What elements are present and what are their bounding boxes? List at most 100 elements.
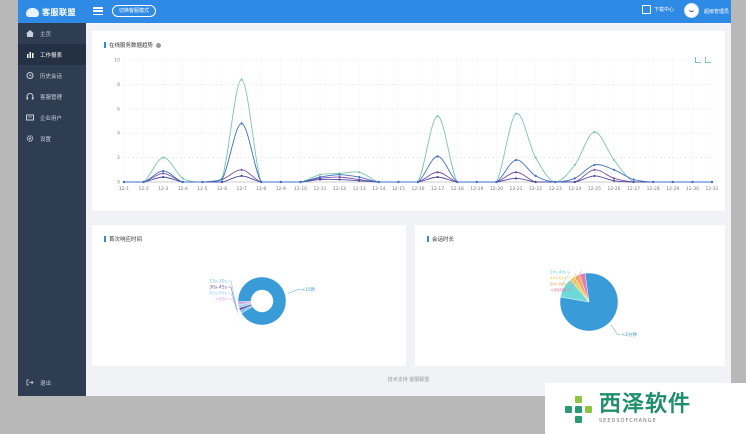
x-tick-label: 12-23: [549, 186, 562, 192]
y-tick-label: 2: [117, 155, 120, 161]
watermark-subtext: SEEDSOFCHANGE: [599, 417, 657, 424]
sidebar-item-label: 企业用户: [40, 115, 63, 122]
data-point: [534, 174, 537, 177]
data-point: [534, 180, 537, 184]
avatar[interactable]: [684, 3, 699, 18]
x-tick-label: 12-12: [333, 186, 346, 192]
x-tick-label: 12-25: [588, 186, 601, 192]
bar-chart-icon: [27, 52, 34, 58]
sidebar-item-settings[interactable]: 设置: [18, 128, 86, 149]
data-point: [162, 169, 165, 173]
user-name[interactable]: 超级管理员: [704, 9, 730, 15]
x-tick-label: 12-30: [686, 186, 699, 192]
data-point: [534, 156, 537, 159]
data-point: [142, 180, 145, 184]
x-tick-label: 12-27: [627, 186, 640, 192]
data-point: [220, 178, 224, 181]
data-point: [475, 180, 478, 184]
data-point: [514, 112, 518, 115]
data-point: [181, 180, 184, 184]
y-tick-label: 8: [117, 82, 120, 88]
first-response-card: 首次响应时间 <15秒 15s-30s 30s-45s 45s-60s >60s: [92, 225, 406, 366]
label-leader: [287, 289, 301, 294]
data-point: [632, 180, 635, 184]
label-leader: [228, 280, 239, 314]
x-tick-label: 12-14: [372, 186, 385, 192]
data-point: [318, 173, 322, 176]
x-tick-label: 12-18: [451, 186, 464, 192]
menu-toggle-icon[interactable]: [93, 6, 103, 16]
data-point: [612, 158, 616, 162]
cloud-logo-icon: [26, 7, 39, 17]
data-point: [240, 122, 243, 125]
home-icon: [26, 30, 34, 37]
info-icon[interactable]: [156, 42, 162, 48]
sidebar-item-agents[interactable]: 客服管理: [18, 86, 86, 107]
data-point: [652, 180, 655, 184]
data-point: [318, 178, 322, 181]
data-point: [318, 176, 322, 179]
sidebar-item-history[interactable]: 历史会话: [18, 65, 86, 86]
data-point: [397, 180, 400, 184]
pie-slice: [237, 301, 252, 306]
x-tick-label: 12-2: [138, 186, 148, 192]
data-point: [573, 180, 576, 184]
sidebar-item-home[interactable]: 主页: [18, 23, 86, 44]
first-response-title: 首次响应时间: [104, 235, 142, 243]
y-tick-label: 6: [117, 106, 120, 112]
data-point: [260, 180, 263, 184]
data-point: [162, 176, 165, 179]
session-duration-card: 会话时长 <2分钟 2m-4m 4m-6m 6m-8m >8分钟: [415, 225, 725, 366]
data-point: [162, 156, 165, 159]
y-tick-label: 0: [117, 180, 120, 186]
data-point: [377, 180, 380, 184]
data-point: [299, 180, 302, 184]
clock-icon: [26, 72, 34, 79]
data-point: [456, 180, 459, 184]
logo[interactable]: 客服联盟: [26, 5, 76, 19]
slice-label: >60s: [215, 297, 227, 303]
headset-icon: [26, 93, 34, 100]
x-tick-label: 12-15: [392, 186, 405, 192]
slice-label: 30s-45s: [209, 285, 227, 291]
data-point: [632, 178, 635, 181]
data-point: [436, 176, 439, 179]
x-tick-label: 12-17: [431, 186, 444, 192]
x-tick-label: 12-6: [217, 186, 227, 192]
download-center-link[interactable]: 下载中心: [642, 5, 674, 14]
label-leader: [567, 272, 577, 285]
sidebar-item-reports[interactable]: 工作报表: [18, 44, 86, 65]
gear-icon: [26, 135, 34, 142]
watermark-logo: [563, 394, 593, 424]
data-point: [122, 180, 126, 184]
data-point: [338, 176, 341, 179]
data-point: [593, 130, 596, 134]
label-leader: [567, 270, 582, 291]
data-point: [554, 180, 557, 184]
x-tick-label: 12-13: [353, 186, 366, 192]
data-point: [710, 180, 714, 184]
watermark: 西泽软件 SEEDSOFCHANGE: [545, 383, 746, 434]
logout-button[interactable]: 退出: [18, 372, 86, 393]
download-icon: [642, 5, 651, 14]
x-tick-label: 12-21: [509, 186, 522, 192]
sidebar-item-label: 工作报表: [40, 52, 63, 59]
slice-label: 2m-4m: [550, 270, 566, 276]
trend-line-chart: 0 2 4 6 8 10 12-1 12-2 12-3 12-4 12-5 12-6 12-7 12-8 1…: [114, 58, 718, 193]
watermark-text: 西泽软件: [599, 391, 692, 417]
data-point: [514, 171, 518, 174]
x-tick-label: 12-20: [490, 186, 503, 192]
data-point: [612, 168, 616, 171]
data-point: [691, 180, 694, 184]
data-point: [201, 180, 204, 184]
data-point: [358, 171, 361, 174]
x-tick-label: 12-9: [276, 186, 286, 192]
line-chart-switch-icon[interactable]: [695, 57, 701, 63]
card-icon: [26, 114, 34, 121]
sidebar-item-enterprise[interactable]: 企业用户: [18, 107, 86, 128]
data-point: [593, 168, 596, 171]
data-point: [671, 180, 674, 184]
slice-label: 45s-60s: [209, 291, 227, 297]
slice-label: 15s-30s: [209, 279, 227, 285]
switch-mode-button[interactable]: 切换客服模式: [112, 5, 157, 17]
